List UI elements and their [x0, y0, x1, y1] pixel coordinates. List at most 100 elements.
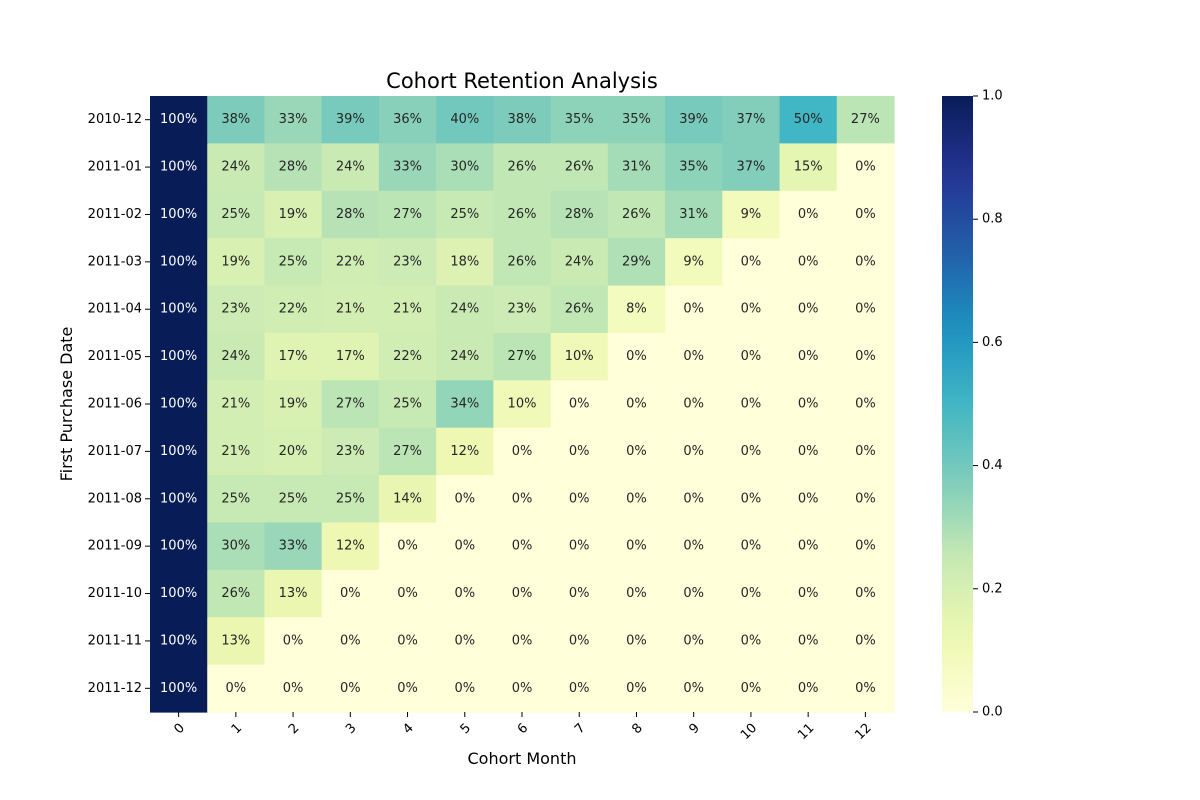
colorbar-tick-label: 0.2	[982, 581, 1003, 596]
cell-value-label: 34%	[450, 397, 479, 412]
heatmap-cell	[779, 190, 838, 239]
heatmap-cell	[550, 143, 609, 192]
cell-value-label: 0%	[741, 491, 762, 506]
cell-value-label: 10%	[508, 397, 537, 412]
heatmap-cell	[665, 96, 723, 144]
cell-value-label: 0%	[798, 633, 819, 648]
x-axis-label: Cohort Month	[468, 749, 577, 768]
cell-value-label: 25%	[393, 397, 422, 412]
cell-value-label: 17%	[279, 349, 308, 364]
cell-value-label: 0%	[340, 633, 361, 648]
y-axis-label: First Purchase Date	[57, 327, 76, 482]
colorbar-tick-label: 0.0	[982, 705, 1003, 720]
x-tick-label: 2	[286, 721, 302, 737]
cell-value-label: 0%	[512, 491, 533, 506]
x-tick-label: 12	[852, 721, 874, 743]
heatmap-cell	[207, 617, 266, 666]
cell-value-label: 0%	[855, 586, 876, 601]
heatmap-cell	[378, 475, 437, 524]
cell-value-label: 21%	[221, 444, 250, 459]
cell-value-label: 24%	[221, 349, 250, 364]
cell-value-label: 22%	[279, 302, 308, 317]
heatmap-cell	[436, 238, 494, 287]
heatmap-cell	[550, 238, 609, 287]
cell-value-label: 10%	[565, 349, 594, 364]
x-axis-ticks: 0 1 2 3 4 5 6 7 8 9 10 11 12	[171, 712, 875, 743]
heatmap-cell	[550, 522, 609, 571]
cell-value-label: 0%	[512, 681, 533, 696]
heatmap-cell	[321, 617, 380, 666]
heatmap-cell	[607, 522, 666, 571]
heatmap-cell	[665, 190, 723, 239]
y-tick-label: 2011-07	[88, 444, 142, 459]
heatmap-cell	[378, 522, 437, 571]
heatmap-cell	[836, 332, 895, 381]
cell-value-label: 27%	[851, 112, 880, 127]
cell-value-label: 30%	[221, 539, 250, 554]
heatmap-cell	[150, 238, 208, 287]
cell-value-label: 0%	[855, 254, 876, 269]
cell-value-label: 24%	[450, 349, 479, 364]
heatmap-cell	[607, 238, 666, 287]
cell-value-label: 27%	[508, 349, 537, 364]
heatmap-cell	[493, 617, 552, 666]
heatmap-cell	[722, 569, 781, 618]
heatmap-cell	[207, 332, 266, 381]
heatmap-cell	[722, 664, 781, 713]
cell-value-label: 33%	[279, 112, 308, 127]
heatmap-cell	[836, 190, 895, 239]
cell-value-label: 100%	[160, 302, 197, 317]
heatmap-cell	[378, 664, 437, 713]
colorbar-tick-label: 0.4	[982, 458, 1003, 473]
cell-value-label: 0%	[569, 586, 590, 601]
heatmap-cell	[722, 427, 781, 476]
cell-value-label: 0%	[626, 491, 647, 506]
cell-value-label: 0%	[741, 349, 762, 364]
heatmap-cell	[207, 96, 266, 144]
heatmap-cell	[264, 475, 323, 524]
colorbar-gradient	[942, 96, 973, 712]
cell-value-label: 0%	[798, 207, 819, 222]
cell-value-label: 33%	[279, 539, 308, 554]
heatmap-cell	[207, 190, 266, 239]
cell-value-label: 33%	[393, 160, 422, 175]
chart-title: Cohort Retention Analysis	[386, 69, 658, 93]
heatmap-cell	[836, 664, 895, 713]
cell-value-label: 0%	[626, 349, 647, 364]
cell-value-label: 0%	[626, 539, 647, 554]
x-tick-label: 6	[515, 721, 531, 737]
heatmap-cell	[264, 569, 323, 618]
cell-value-label: 0%	[741, 633, 762, 648]
cell-value-label: 50%	[794, 112, 823, 127]
heatmap-cell	[493, 664, 552, 713]
heatmap-cell	[436, 475, 494, 524]
heatmap-cell	[722, 522, 781, 571]
heatmap-cell	[150, 380, 208, 429]
y-tick-label: 2011-06	[88, 397, 142, 412]
cell-value-label: 0%	[454, 491, 475, 506]
cell-value-label: 0%	[855, 207, 876, 222]
heatmap-cell	[665, 380, 723, 429]
cell-value-label: 23%	[336, 444, 365, 459]
heatmap-cell	[207, 475, 266, 524]
cell-value-label: 0%	[798, 444, 819, 459]
cell-value-label: 23%	[508, 302, 537, 317]
heatmap-cell	[321, 190, 380, 239]
heatmap-cell	[665, 522, 723, 571]
cell-value-label: 100%	[160, 444, 197, 459]
cell-value-label: 0%	[683, 586, 704, 601]
cell-value-label: 0%	[512, 539, 533, 554]
cell-value-label: 0%	[855, 491, 876, 506]
heatmap-cell	[264, 427, 323, 476]
colorbar-tick-label: 0.6	[982, 335, 1003, 350]
cell-value-label: 0%	[741, 302, 762, 317]
cell-value-label: 0%	[397, 681, 418, 696]
heatmap-cell	[321, 285, 380, 334]
cell-value-label: 12%	[450, 444, 479, 459]
heatmap-cell	[779, 380, 838, 429]
heatmap-cell	[836, 569, 895, 618]
cell-value-label: 0%	[683, 302, 704, 317]
cell-value-label: 36%	[393, 112, 422, 127]
cell-value-label: 0%	[855, 681, 876, 696]
cell-value-label: 0%	[855, 633, 876, 648]
